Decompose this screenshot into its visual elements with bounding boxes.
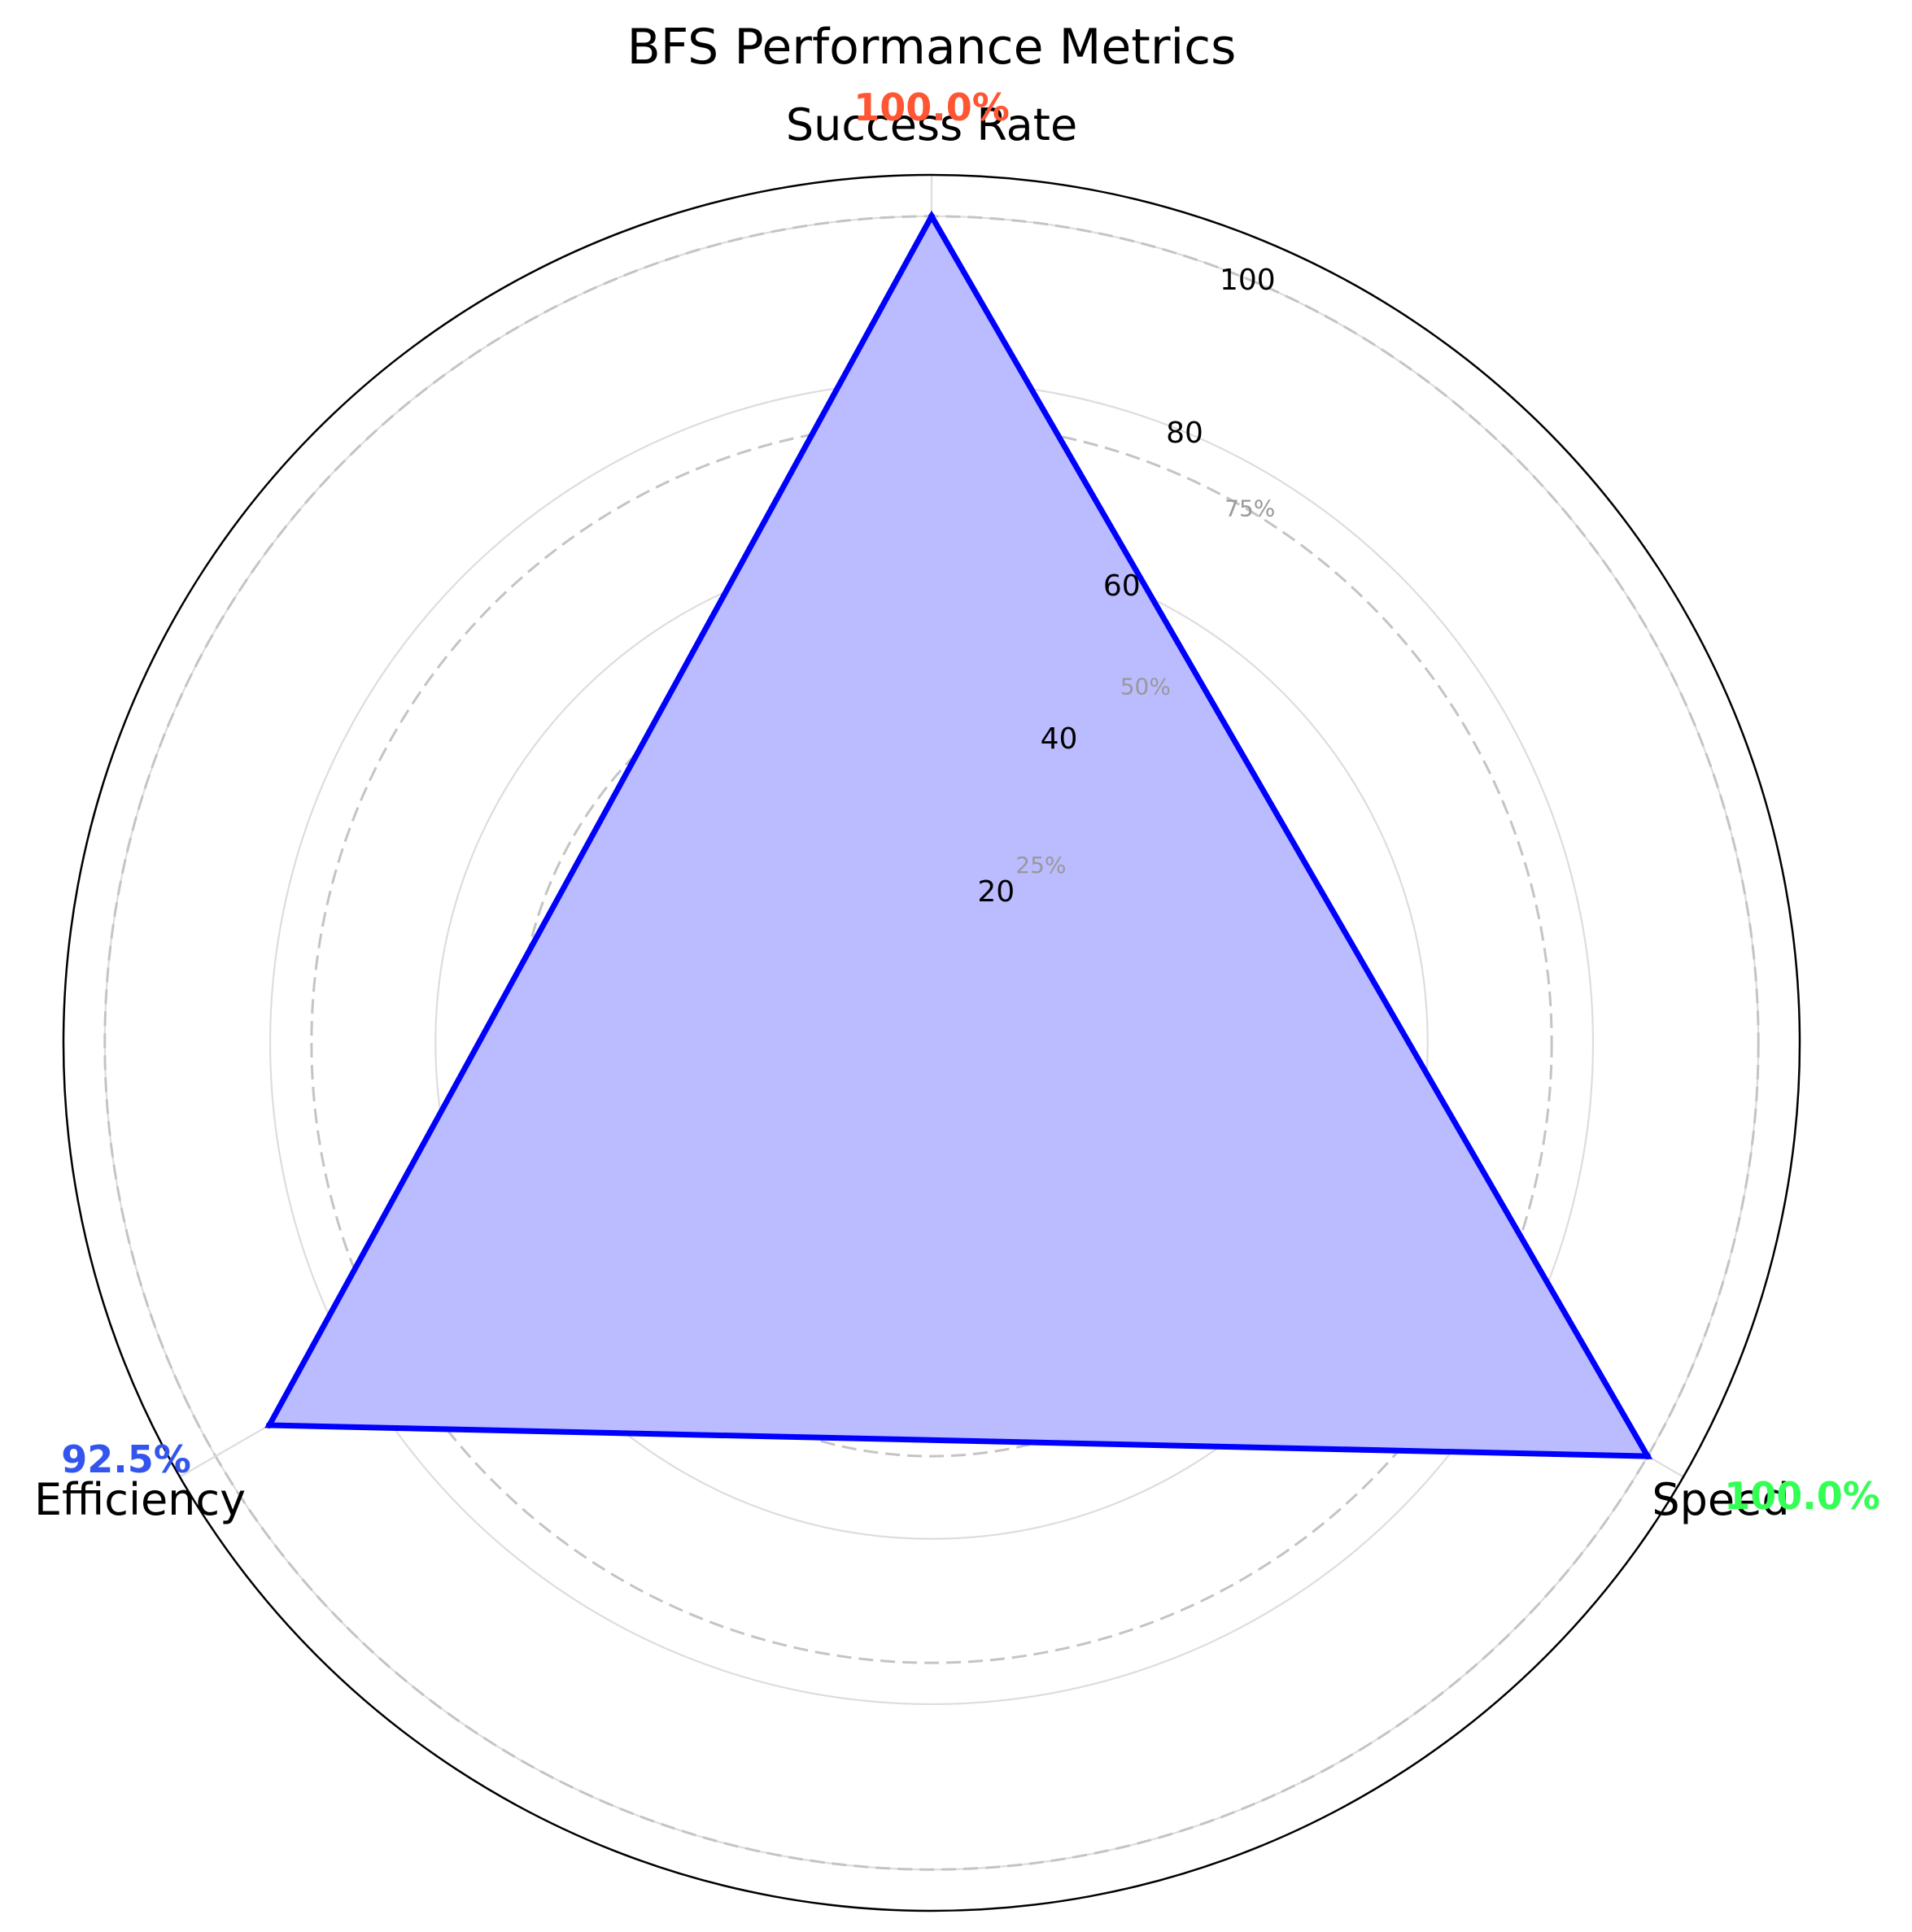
series-polygon [264, 210, 1653, 1459]
r-tick-label: 80 [1166, 416, 1203, 450]
axis-label: Speed [1652, 1474, 1789, 1525]
reference-ring-label: 50% [1120, 674, 1171, 700]
value-label: 100.0% [1724, 1474, 1880, 1518]
polar-frame [62, 173, 1801, 1912]
data-point [1644, 1453, 1652, 1460]
axis-label: Success Rate [786, 99, 1077, 150]
reference-ring-label: 75% [1224, 495, 1275, 521]
data-point [265, 1421, 273, 1428]
value-label: 100.0% [853, 85, 1010, 129]
value-label: 92.5% [61, 1437, 191, 1481]
r-tick-label: 60 [1103, 569, 1141, 603]
series [264, 210, 1653, 1460]
labels: 20 40 60 80 100 25% 50% 75% Success Rate Speed Eff… [34, 85, 1880, 1525]
chart-title: BFS Performance Metrics [627, 19, 1237, 76]
r-tick-label: 20 [977, 875, 1015, 909]
r-tick-label: 40 [1041, 722, 1078, 756]
reference-ring-label: 25% [1015, 852, 1066, 879]
r-tick-label: 100 [1220, 264, 1276, 297]
data-point [928, 212, 935, 220]
axis-label: Efficiency [34, 1474, 246, 1525]
